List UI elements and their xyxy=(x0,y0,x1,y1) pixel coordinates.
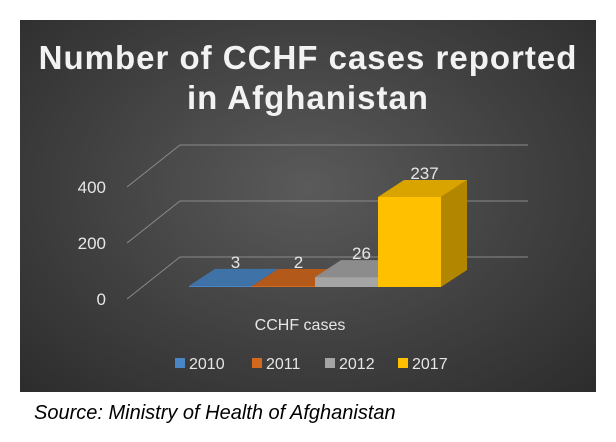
bar-side-2017 xyxy=(441,179,467,287)
legend-label-2012: 2012 xyxy=(339,356,375,373)
chart-panel: Number of CCHF cases reported in Afghani… xyxy=(20,20,596,392)
chart-title: Number of CCHF cases reported in Afghani… xyxy=(38,39,578,116)
data-label-2011: 2 xyxy=(294,253,303,272)
bar-top-2017 xyxy=(378,179,467,197)
legend-swatch-2012 xyxy=(325,358,335,368)
legend-label-2011: 2011 xyxy=(266,356,301,373)
legend-label-2010: 2010 xyxy=(189,356,225,373)
x-category-label: CCHF cases xyxy=(255,317,346,334)
gridline xyxy=(126,144,528,188)
bar-top-2010 xyxy=(189,268,278,286)
data-label-2012: 26 xyxy=(352,244,371,263)
gridline xyxy=(126,200,528,244)
legend-swatch-2011 xyxy=(252,358,262,368)
bar-2010 xyxy=(189,285,252,287)
bar-2012 xyxy=(315,277,378,287)
data-label-2010: 3 xyxy=(231,253,240,272)
y-tick-label: 0 xyxy=(97,290,106,309)
y-tick-label: 200 xyxy=(78,234,106,253)
legend-label-2017: 2017 xyxy=(412,356,448,373)
y-tick-label: 400 xyxy=(78,178,106,197)
bar-2011 xyxy=(252,286,315,287)
legend-swatch-2010 xyxy=(175,358,185,368)
legend-swatch-2017 xyxy=(398,358,408,368)
data-label-2017: 237 xyxy=(410,164,438,183)
bar-2017 xyxy=(378,196,441,287)
source-caption: Source: Ministry of Health of Afghanista… xyxy=(34,402,396,424)
